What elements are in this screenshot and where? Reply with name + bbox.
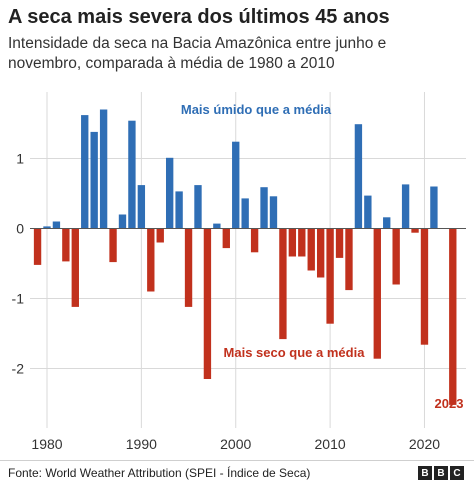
bar-2020 xyxy=(420,228,429,345)
bar-1989 xyxy=(128,120,136,229)
x-tick-label: 2000 xyxy=(220,436,251,452)
x-tick-label: 2020 xyxy=(409,436,440,452)
x-tick-label: 1990 xyxy=(126,436,157,452)
logo-letter-c: C xyxy=(450,466,464,480)
chart-title: A seca mais severa dos últimos 45 anos xyxy=(8,6,390,28)
bar-2003 xyxy=(260,187,268,229)
bbc-logo: B B C xyxy=(418,466,464,480)
x-tick-label: 2010 xyxy=(315,436,346,452)
y-tick-label: 0 xyxy=(16,221,24,237)
annotation-wetter: Mais úmido que a média xyxy=(181,102,332,117)
bar-2011 xyxy=(335,228,344,258)
bar-1995 xyxy=(184,228,193,307)
bar-1998 xyxy=(213,223,221,229)
bar-1980 xyxy=(43,226,51,229)
logo-letter-b1: B xyxy=(418,466,432,480)
bar-1993 xyxy=(165,157,174,229)
bar-2010 xyxy=(326,228,334,324)
bar-2016 xyxy=(383,217,391,229)
bar-1988 xyxy=(118,214,127,229)
bar-1986 xyxy=(99,109,108,229)
y-tick-label: -2 xyxy=(12,361,25,377)
y-tick-label: -1 xyxy=(12,291,25,307)
bar-2017 xyxy=(392,228,400,285)
bar-2001 xyxy=(241,198,249,229)
bar-2007 xyxy=(298,228,306,257)
bar-1991 xyxy=(147,228,155,292)
bar-1994 xyxy=(175,191,183,229)
bar-1985 xyxy=(90,131,98,229)
bar-2018 xyxy=(401,184,410,229)
source-note: Fonte: World Weather Attribution (SPEI -… xyxy=(8,466,311,480)
logo-letter-b2: B xyxy=(434,466,448,480)
bar-2021 xyxy=(430,186,438,229)
bar-2019 xyxy=(411,228,419,233)
x-tick-label: 1980 xyxy=(31,436,62,452)
chart-subtitle: Intensidade da seca na Bacia Amazônica e… xyxy=(8,35,387,72)
bar-2023 xyxy=(449,228,457,405)
y-tick-label: 1 xyxy=(16,151,24,167)
bar-2006 xyxy=(288,228,297,257)
bar-2002 xyxy=(250,228,259,253)
bar-1987 xyxy=(109,228,117,263)
bar-2013 xyxy=(354,124,363,229)
annotation-drier: Mais seco que a média xyxy=(224,345,366,360)
x-tick-labels: 1980 1990 2000 2010 2020 xyxy=(31,436,440,452)
bar-1997 xyxy=(203,228,212,379)
y-tick-labels: -2 -1 0 1 xyxy=(12,151,25,377)
bar-1983 xyxy=(71,228,79,307)
bar-2012 xyxy=(345,228,353,291)
bar-2015 xyxy=(373,228,381,359)
bar-2004 xyxy=(269,196,278,229)
bar-2008 xyxy=(307,228,315,271)
bar-1996 xyxy=(194,185,202,229)
bar-1984 xyxy=(81,115,89,229)
bar-1990 xyxy=(137,185,146,229)
bar-2005 xyxy=(279,228,287,340)
bar-1992 xyxy=(156,228,164,243)
bar-1979 xyxy=(33,228,42,265)
annotation-2023: 2023 xyxy=(435,396,464,411)
bar-1981 xyxy=(52,221,61,229)
footer-divider xyxy=(0,460,474,461)
bar-2009 xyxy=(316,228,325,278)
bar-1999 xyxy=(222,228,230,249)
bar-1982 xyxy=(62,228,70,262)
drought-bar-chart: -2 -1 0 1 1980 1990 2000 2010 2020 Mais úmido q… xyxy=(12,92,466,452)
bar-2014 xyxy=(364,195,372,229)
bar-2000 xyxy=(232,141,240,229)
bars xyxy=(33,109,457,405)
